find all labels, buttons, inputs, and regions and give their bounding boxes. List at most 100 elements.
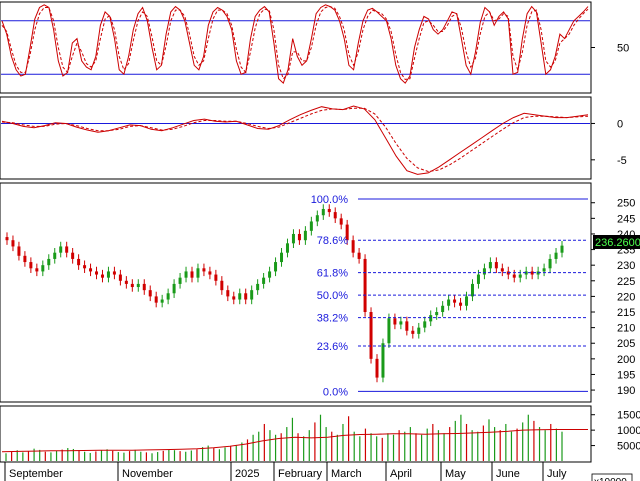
candle-body xyxy=(41,265,45,272)
candle-body xyxy=(399,321,403,325)
month-label: November xyxy=(122,468,173,480)
candle-body xyxy=(35,268,39,272)
last-price-label: 236.2600 xyxy=(595,237,640,249)
candle-body xyxy=(554,252,558,259)
candle-body xyxy=(136,283,140,288)
x-axis-months: September November 2025 February March A… xyxy=(4,462,567,481)
candle-body xyxy=(208,271,212,275)
price-tick-label: 225 xyxy=(617,276,635,288)
candle-body xyxy=(441,305,445,313)
candle-body xyxy=(530,271,534,275)
macd-panel xyxy=(0,96,592,180)
candle-body xyxy=(160,299,164,303)
candle-body xyxy=(89,268,93,272)
macd-tick-label: -5 xyxy=(617,155,627,167)
candle-body xyxy=(542,268,546,272)
candle-body xyxy=(470,283,474,297)
candle-body xyxy=(23,255,27,263)
last-price-tag xyxy=(593,235,640,249)
price-tick-label: 245 xyxy=(617,213,635,225)
candle-body xyxy=(232,296,236,300)
candle-body xyxy=(142,283,146,291)
candle-body xyxy=(112,271,116,275)
price-tick-label: 190 xyxy=(617,385,635,397)
candle-body xyxy=(291,233,295,244)
candle-body xyxy=(172,283,176,294)
volume-bars xyxy=(1,414,588,461)
stochastic-main-line xyxy=(1,4,589,84)
candle-body xyxy=(369,312,373,359)
macd-oscillator xyxy=(1,105,590,175)
candle-body xyxy=(214,274,218,281)
candle-body xyxy=(453,299,457,303)
candle-body xyxy=(435,312,439,316)
month-label: 2025 xyxy=(235,468,259,480)
volume-tick-label: 15000 xyxy=(617,410,640,422)
volume-unit-label: x10000 xyxy=(594,477,627,481)
candle-body xyxy=(548,258,552,269)
fib-level-label: 38.2% xyxy=(317,313,348,325)
candle-body xyxy=(184,271,188,278)
candle-body xyxy=(351,240,355,253)
candle-body xyxy=(285,243,289,253)
price-tick-label: 215 xyxy=(617,307,635,319)
month-label: February xyxy=(278,468,323,480)
candle-body xyxy=(405,321,409,331)
candle-body xyxy=(59,246,63,253)
candle-body xyxy=(226,290,230,297)
price-tick-label: 210 xyxy=(617,323,635,335)
candle-body xyxy=(375,358,379,378)
month-label: September xyxy=(9,468,63,480)
candle-body xyxy=(5,237,9,241)
price-panel xyxy=(0,182,592,403)
stochastic-tick-label: 50 xyxy=(617,43,629,55)
candle-body xyxy=(476,274,480,284)
candle-body xyxy=(244,293,248,300)
candle-body xyxy=(387,318,391,344)
candle-body xyxy=(17,246,21,256)
candle-body xyxy=(220,280,224,291)
volume-tick-label: 10000 xyxy=(617,425,640,437)
fib-level-label: 0.0% xyxy=(323,386,348,398)
candle-body xyxy=(95,271,99,275)
candle-body xyxy=(29,262,33,269)
candle-body xyxy=(280,252,284,263)
month-label: July xyxy=(547,468,567,480)
volume-average-line xyxy=(1,429,588,453)
candle-body xyxy=(500,268,504,272)
fibonacci-levels: 100.0% 78.6% 61.8% 50.0% 38.2% 23.6% 0.0% xyxy=(311,194,588,398)
candle-body xyxy=(560,245,564,253)
candle-body xyxy=(130,283,134,288)
candle-body xyxy=(417,327,421,334)
month-label: March xyxy=(331,468,362,480)
candle-body xyxy=(118,274,122,281)
price-tick-label: 230 xyxy=(617,260,635,272)
candle-body xyxy=(363,258,367,313)
price-tick-label: 250 xyxy=(617,198,635,210)
candle-body xyxy=(459,302,463,306)
month-label: May xyxy=(445,468,466,480)
month-label: April xyxy=(390,468,412,480)
fib-level-label: 23.6% xyxy=(317,341,348,353)
candle-body xyxy=(345,224,349,241)
candle-body xyxy=(482,268,486,275)
price-tick-label: 205 xyxy=(617,338,635,350)
macd-tick-label: 0 xyxy=(617,118,623,130)
candle-body xyxy=(11,240,15,247)
candle-body xyxy=(77,258,81,266)
candle-body xyxy=(148,290,152,297)
volume-unit-box xyxy=(591,473,633,481)
candle-body xyxy=(524,271,528,275)
candle-body xyxy=(71,252,75,259)
candle-body xyxy=(124,280,128,284)
fib-level-label: 50.0% xyxy=(317,290,348,302)
candle-body xyxy=(65,246,69,253)
price-tick-label: 220 xyxy=(617,291,635,303)
candle-body xyxy=(53,252,57,259)
candle-body xyxy=(238,293,242,300)
candle-body xyxy=(518,274,522,278)
price-tick-label: 200 xyxy=(617,354,635,366)
y-axis-ticks: 500-519019520020521021522022523023524024… xyxy=(591,43,640,453)
candle-body xyxy=(202,268,206,272)
